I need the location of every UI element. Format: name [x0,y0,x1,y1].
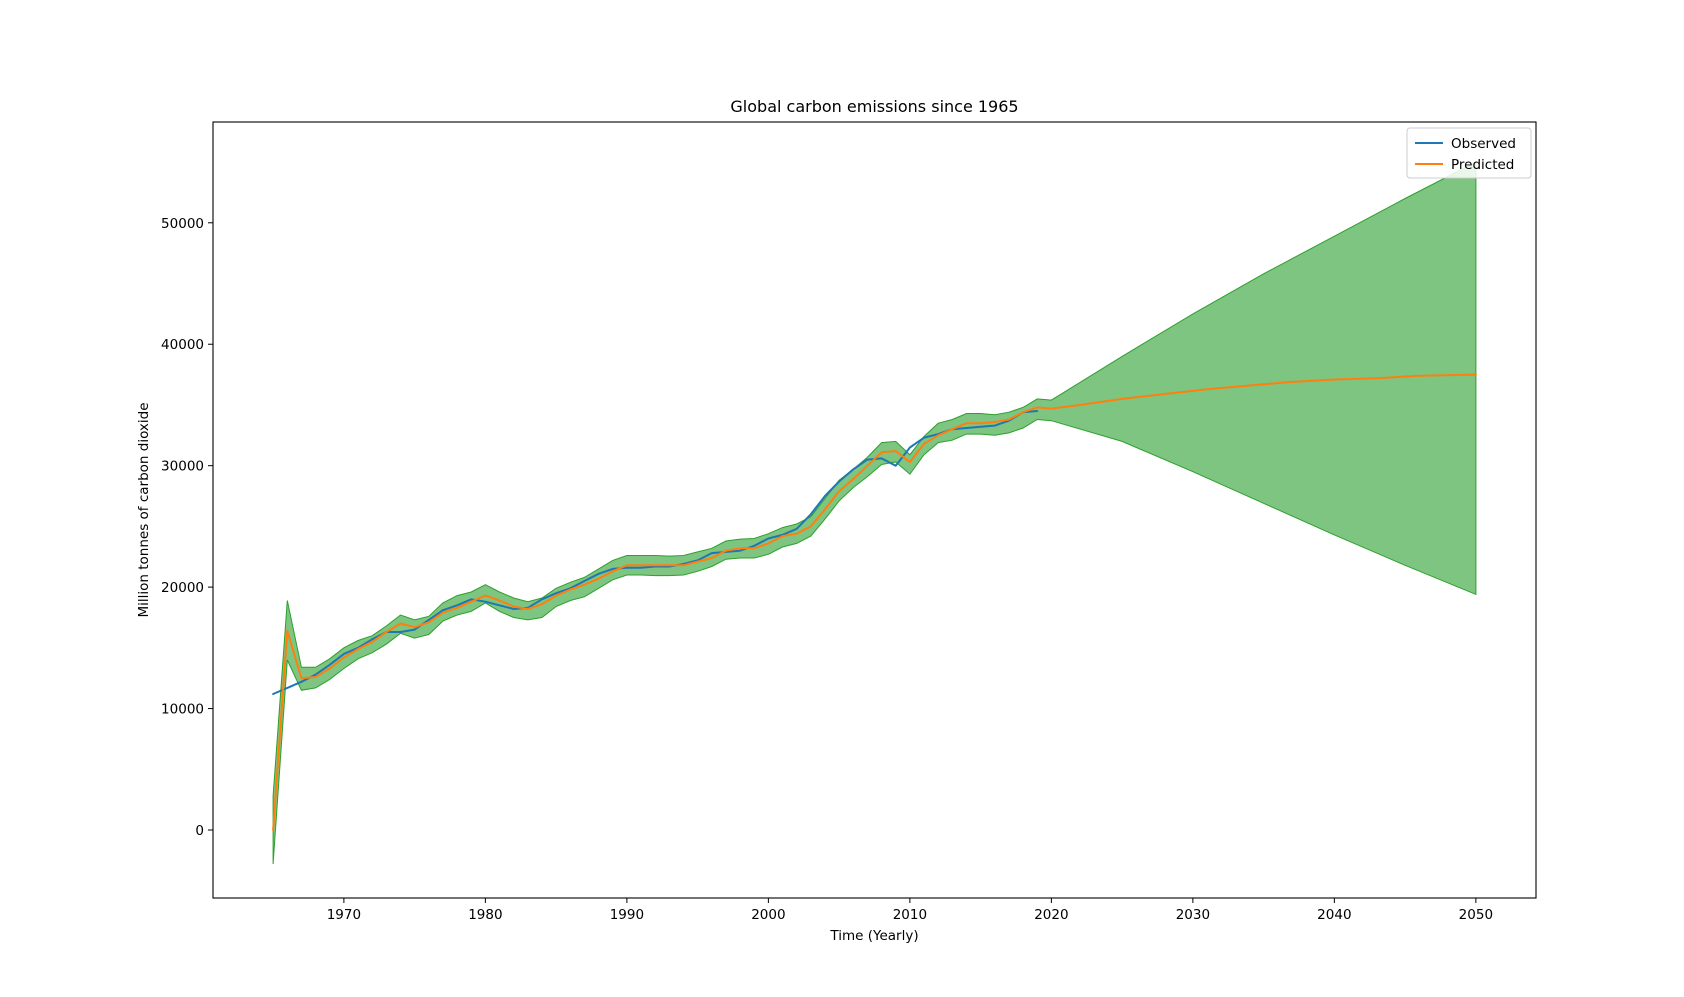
legend-label-observed: Observed [1451,136,1516,152]
series-layer [272,373,1477,831]
y-axis-ticks: 0 10000 20000 30000 40000 50000 [161,216,213,839]
y-tick-label: 0 [195,823,204,839]
x-tick-label: 2040 [1317,907,1351,923]
y-tick-label: 30000 [161,459,204,475]
x-tick-label: 1970 [327,907,361,923]
y-tick-label: 20000 [161,580,204,596]
x-tick-label: 1990 [610,907,644,923]
series-line-predicted [272,373,1477,831]
y-tick-label: 40000 [161,337,204,353]
legend-box [1406,127,1532,179]
x-tick-label: 2000 [751,907,785,923]
x-tick-label: 2050 [1459,907,1493,923]
y-tick-label: 50000 [161,216,204,232]
confidence-band-layer [272,161,1477,865]
y-axis-label: Million tonnes of carbon dioxide [136,402,152,617]
x-axis-ticks: 1970 1980 1990 2000 2010 2020 2030 2040 2050 [327,898,1493,923]
y-tick-label: 10000 [161,702,204,718]
legend-label-predicted: Predicted [1451,157,1514,173]
plot-frame [212,121,1537,899]
x-tick-label: 1980 [468,907,502,923]
x-tick-label: 2010 [893,907,927,923]
chart-title: Global carbon emissions since 1965 [730,97,1018,116]
x-tick-label: 2030 [1176,907,1210,923]
x-tick-label: 2020 [1034,907,1068,923]
series-line-observed [272,410,1039,695]
legend: Observed Predicted [1406,127,1532,179]
x-axis-label: Time (Yearly) [829,928,918,944]
confidence-band [272,161,1477,865]
